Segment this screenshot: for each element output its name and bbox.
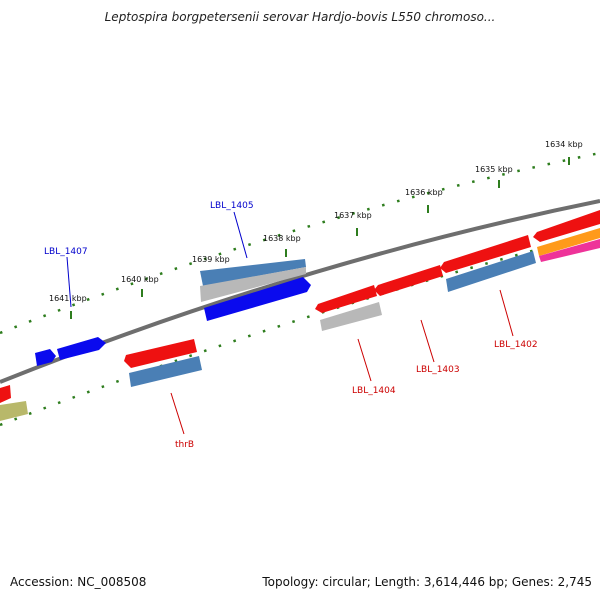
gene-feature[interactable] [440,235,531,273]
gene-feature[interactable] [129,356,202,387]
tick-label: 1637 kbp [334,211,372,220]
tick-label: 1640 kbp [121,275,159,284]
tick-label: 1635 kbp [475,165,513,174]
gene-feature[interactable] [539,239,600,262]
gene-feature[interactable] [200,267,306,302]
tick-label: 1636 kbp [405,188,443,197]
gene-labels: LBL_1402 LBL_1403 LBL_1404 thrB LBL_1405… [44,201,538,450]
gene-feature[interactable] [374,265,443,296]
gene-feature[interactable] [0,385,11,403]
gene-feature[interactable] [320,302,382,331]
tick-label: 1638 kbp [263,234,301,243]
forward-features [35,259,311,366]
gene-label[interactable]: LBL_1405 [210,201,254,211]
label-leaders [66,211,514,435]
gene-feature[interactable] [315,285,377,313]
map-title: Leptospira borgpetersenii serovar Hardjo… [104,10,496,24]
gene-label[interactable]: LBL_1402 [494,340,538,350]
accession-text: Accession: NC_008508 [10,575,147,589]
gene-feature[interactable] [204,277,311,321]
gene-label[interactable]: thrB [175,440,194,450]
tick-label: 1641 kbp [49,294,87,303]
ruler-ticks [70,157,570,319]
tick-labels: 1634 kbp 1635 kbp 1636 kbp 1637 kbp 1638… [49,140,583,303]
reverse-features [0,210,600,421]
gene-label[interactable]: LBL_1407 [44,247,88,257]
gene-label[interactable]: LBL_1403 [416,365,460,375]
gene-feature[interactable] [35,349,56,366]
gene-label[interactable]: LBL_1404 [352,386,396,396]
gene-feature[interactable] [57,337,106,360]
gene-feature[interactable] [446,251,536,292]
tick-label: 1639 kbp [192,255,230,264]
gene-feature[interactable] [124,339,197,368]
genome-summary-text: Topology: circular; Length: 3,614,446 bp… [262,575,592,589]
gene-feature[interactable] [537,228,600,256]
gene-feature[interactable] [533,210,600,242]
reverse-tick-track [0,231,600,427]
tick-label: 1634 kbp [545,140,583,149]
gene-feature[interactable] [200,259,306,286]
gene-feature[interactable] [0,401,28,421]
